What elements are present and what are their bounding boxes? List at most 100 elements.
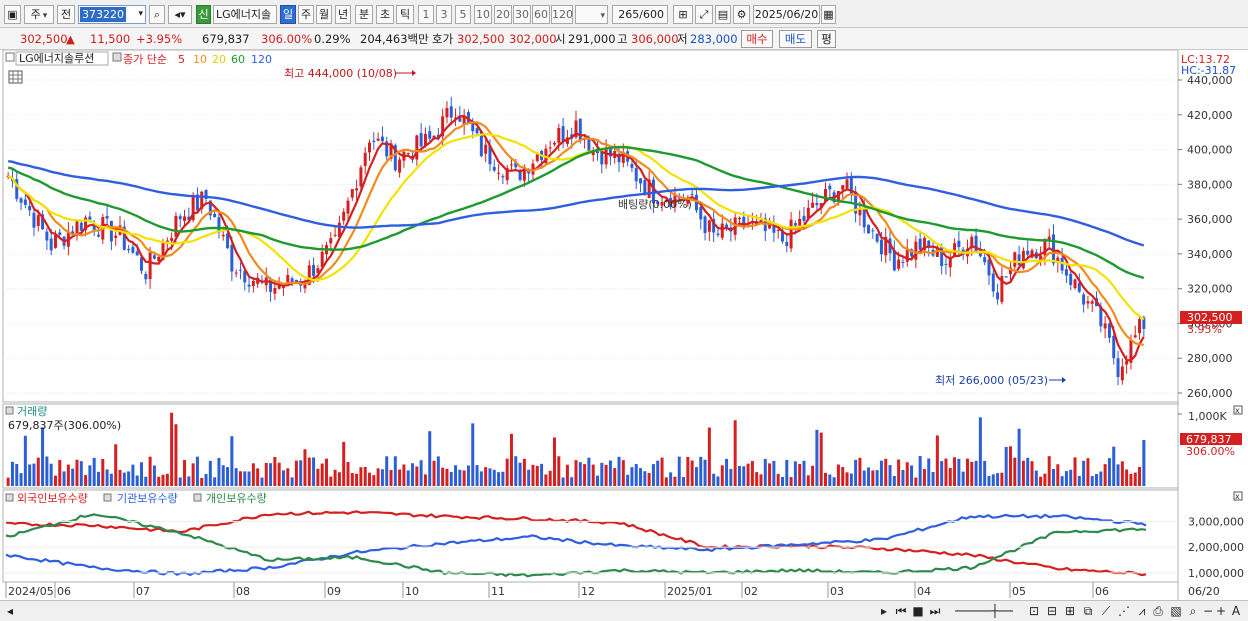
copy-icon[interactable]: ⧉ [1083, 604, 1093, 618]
candle-body [557, 127, 561, 143]
search-icon[interactable]: ⌕ [1189, 604, 1197, 618]
close-icon[interactable] [1233, 405, 1243, 415]
draw-tool-icon[interactable]: ⤢ [695, 5, 713, 24]
interval-5-button[interactable]: 5 [455, 5, 471, 24]
x-tick-label: 05 [1012, 585, 1026, 598]
chart-canvas[interactable]: LG에너지솔루션 종가 단순 5 10 20 60 120 최고 444,000… [0, 49, 1248, 600]
volume-menu-icon[interactable] [5, 406, 14, 415]
volume-tag-label: 679,837 [1186, 433, 1232, 446]
volume-bar [944, 458, 948, 486]
volume-bar [737, 465, 741, 486]
scroll-left-icon[interactable]: ◂ [6, 604, 14, 618]
count-field[interactable]: 265/600 [612, 5, 668, 24]
candle-body [376, 138, 380, 141]
interval-30-button[interactable]: 30 [513, 5, 531, 24]
new-badge[interactable]: 신 [196, 5, 211, 24]
window-menu-icon[interactable]: ▣ [4, 5, 21, 24]
candle-body [1008, 267, 1012, 275]
candle-body [1090, 301, 1094, 304]
image-icon[interactable]: ▧ [1170, 604, 1182, 618]
candle-body [600, 151, 604, 165]
high-annotation: 최고 444,000 (10/08) [284, 67, 397, 80]
grid-toggle-icon[interactable] [8, 70, 23, 84]
volume-bar [286, 468, 290, 486]
volume-bar [1008, 446, 1012, 486]
interval-60-button[interactable]: 60 [532, 5, 550, 24]
stop-icon[interactable]: ■ [912, 604, 924, 618]
volume-bar [578, 462, 582, 486]
close-icon[interactable] [1233, 491, 1243, 501]
interval-dropdown[interactable]: ▾ [575, 5, 608, 24]
line-tool-icon[interactable]: ⟋ [1101, 604, 1111, 618]
eval-button[interactable]: 평 [817, 30, 836, 48]
candle-body [238, 269, 242, 271]
legend-inst-menu-icon[interactable] [103, 493, 112, 502]
ma-menu-icon[interactable] [112, 52, 122, 62]
period-second-button[interactable]: 초 [376, 5, 394, 24]
interval-120-button[interactable]: 120 [551, 5, 573, 24]
turnover-pct: 0.29% [314, 32, 351, 46]
candle-body [363, 152, 367, 166]
legend-individual: 개인보유수량 [206, 492, 267, 505]
sell-button[interactable]: 매도 [779, 30, 812, 48]
interval-10-button[interactable]: 10 [474, 5, 492, 24]
prev-button[interactable]: 전 [57, 5, 75, 24]
search-icon[interactable]: ⌕ [149, 5, 165, 24]
stock-code-input[interactable]: 373220 ▾ [78, 5, 146, 24]
candle-body [660, 201, 664, 206]
period-minute-button[interactable]: 분 [355, 5, 373, 24]
period-year-button[interactable]: 년 [335, 5, 351, 24]
volume-bar [475, 465, 479, 486]
calendar-icon[interactable]: ▦ [821, 5, 836, 24]
candle-body [793, 223, 797, 226]
volume-bar [1030, 461, 1034, 486]
save-icon[interactable]: ▤ [715, 5, 731, 24]
interval-20-button[interactable]: 20 [494, 5, 512, 24]
panel-menu-icon[interactable] [5, 52, 15, 62]
window-icon[interactable]: ⊞ [1064, 604, 1076, 618]
gear-icon[interactable]: ⚙ [733, 5, 750, 24]
period-week-button[interactable]: 주 [298, 5, 314, 24]
chart-area[interactable]: LG에너지솔루션 종가 단순 5 10 20 60 120 최고 444,000… [0, 49, 1248, 621]
scroll-right-icon[interactable]: ▸ [880, 604, 888, 618]
market-select[interactable]: 주 [24, 5, 54, 24]
stock-tab[interactable] [15, 51, 109, 66]
zoom-out-icon[interactable]: − [1202, 604, 1214, 618]
trade-amount: 204,463백만 [360, 32, 429, 46]
date-field[interactable]: 2025/06/20 [753, 5, 820, 24]
volume-bar [565, 464, 569, 486]
holdings-menu-icon[interactable] [5, 493, 14, 502]
trend-tool-icon[interactable]: ⋰ [1118, 604, 1130, 618]
split-icon[interactable]: ⊟ [1046, 604, 1058, 618]
volume-bar [484, 467, 488, 486]
first-page-icon[interactable]: ⏮ [895, 604, 907, 618]
zoom-in-icon[interactable]: + [1215, 604, 1227, 618]
stock-name-field[interactable]: LG에너지솔 [213, 5, 277, 24]
candle-body [462, 115, 466, 125]
compare-icon[interactable]: ⊞ [673, 5, 693, 24]
candle-body [888, 238, 892, 254]
speaker-icon[interactable]: ◂▾ [168, 5, 192, 24]
layout-icon[interactable]: ⊡ [1028, 604, 1040, 618]
legend-indiv-menu-icon[interactable] [193, 493, 202, 502]
buy-button[interactable]: 매수 [741, 30, 773, 48]
font-size-icon[interactable]: A [1231, 604, 1241, 618]
period-day-button[interactable]: 일 [280, 5, 296, 24]
zoom-slider[interactable]: ─────┼── [955, 604, 1013, 618]
period-month-button[interactable]: 월 [316, 5, 332, 24]
open-value: 291,000 [568, 32, 616, 46]
y-tick-label: 320,000 [1187, 283, 1233, 296]
y-tick-label: 440,000 [1187, 74, 1233, 87]
last-page-icon[interactable]: ⏭ [929, 604, 941, 618]
period-tick-button[interactable]: 틱 [396, 5, 414, 24]
print-icon[interactable]: ⎙ [1153, 604, 1163, 618]
candle-body [350, 189, 354, 198]
interval-3-button[interactable]: 3 [436, 5, 452, 24]
volume-bar [509, 433, 513, 486]
volume-bar [195, 456, 199, 486]
candle-body [475, 128, 479, 134]
volume-bar [183, 460, 187, 486]
interval-1-button[interactable]: 1 [418, 5, 434, 24]
volume-bar [867, 467, 871, 486]
fib-tool-icon[interactable]: ⩘ [1138, 604, 1146, 618]
